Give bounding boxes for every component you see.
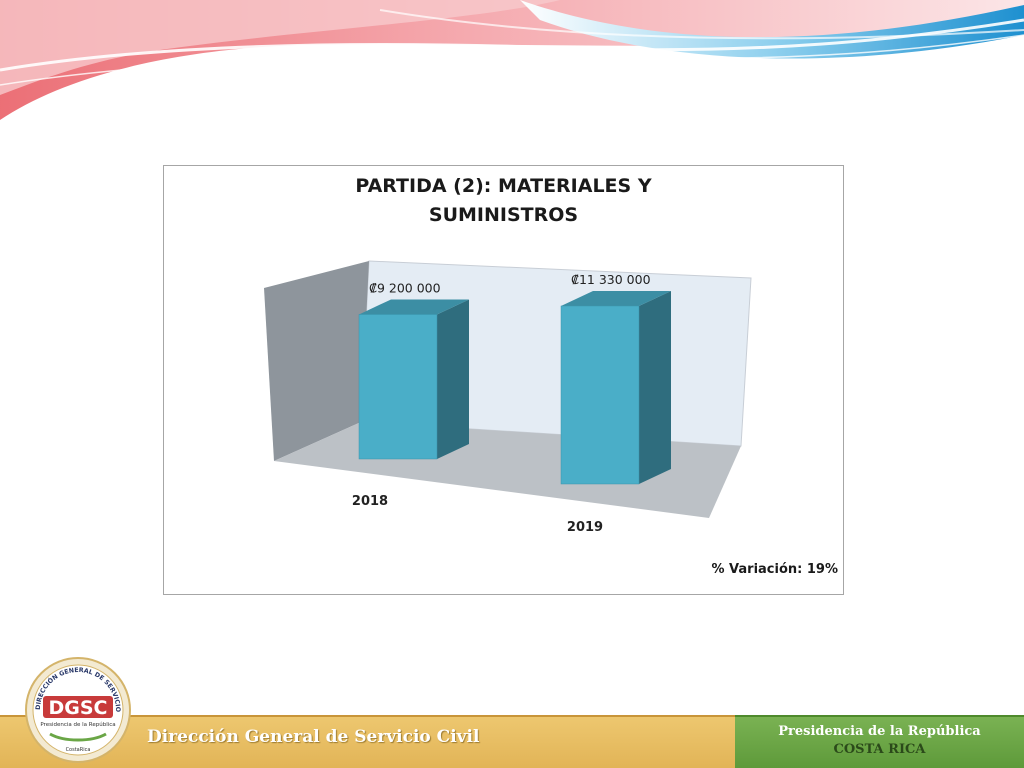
presidency-line: Presidencia de la República bbox=[778, 724, 981, 739]
footer-left: Dirección General de Servicio Civil bbox=[0, 715, 735, 768]
bar-side-2019 bbox=[639, 291, 671, 484]
data-label-2019: ₡11 330 000 bbox=[571, 272, 651, 287]
footer-bar: Dirección General de Servicio Civil Pres… bbox=[0, 715, 1024, 768]
country-line: COSTA RICA bbox=[833, 742, 926, 757]
bar-2019 bbox=[560, 305, 640, 485]
category-label-2019: 2019 bbox=[567, 520, 603, 535]
logo-country: CostaRica bbox=[66, 747, 91, 753]
chart-frame: ₡9 200 000 2018 ₡11 330 000 2019 PARTIDA (2… bbox=[163, 165, 844, 595]
logo-acronym: DGSC bbox=[49, 697, 108, 719]
bar-side-2018 bbox=[437, 299, 469, 459]
bar-2018 bbox=[358, 314, 438, 460]
dgsc-logo: DIRECCIÓN GENERAL DE SERVICIO CIVIL DGSC… bbox=[24, 656, 131, 763]
chart-plot: ₡9 200 000 2018 ₡11 330 000 2019 bbox=[264, 260, 752, 535]
presidency-block: Presidencia de la República COSTA RICA bbox=[735, 723, 1024, 759]
category-label-2018: 2018 bbox=[352, 494, 388, 509]
chart-title: PARTIDA (2): MATERIALES Y SUMINISTROS bbox=[164, 172, 843, 230]
data-label-2018: ₡9 200 000 bbox=[369, 280, 441, 295]
bar-top-2019 bbox=[561, 291, 671, 306]
top-banner bbox=[0, 0, 1024, 120]
organization-name: Dirección General de Servicio Civil bbox=[147, 727, 480, 747]
bar-top-2018 bbox=[359, 299, 469, 315]
footer-right: Presidencia de la República COSTA RICA bbox=[735, 715, 1024, 768]
chart-side-wall bbox=[264, 261, 369, 461]
chart-title-line-2: SUMINISTROS bbox=[428, 204, 579, 226]
variation-note: % Variación: 19% bbox=[711, 562, 838, 577]
chart-title-line-1: PARTIDA (2): MATERIALES Y bbox=[355, 175, 652, 197]
logo-subtext: Presidencia de la República bbox=[40, 721, 115, 728]
